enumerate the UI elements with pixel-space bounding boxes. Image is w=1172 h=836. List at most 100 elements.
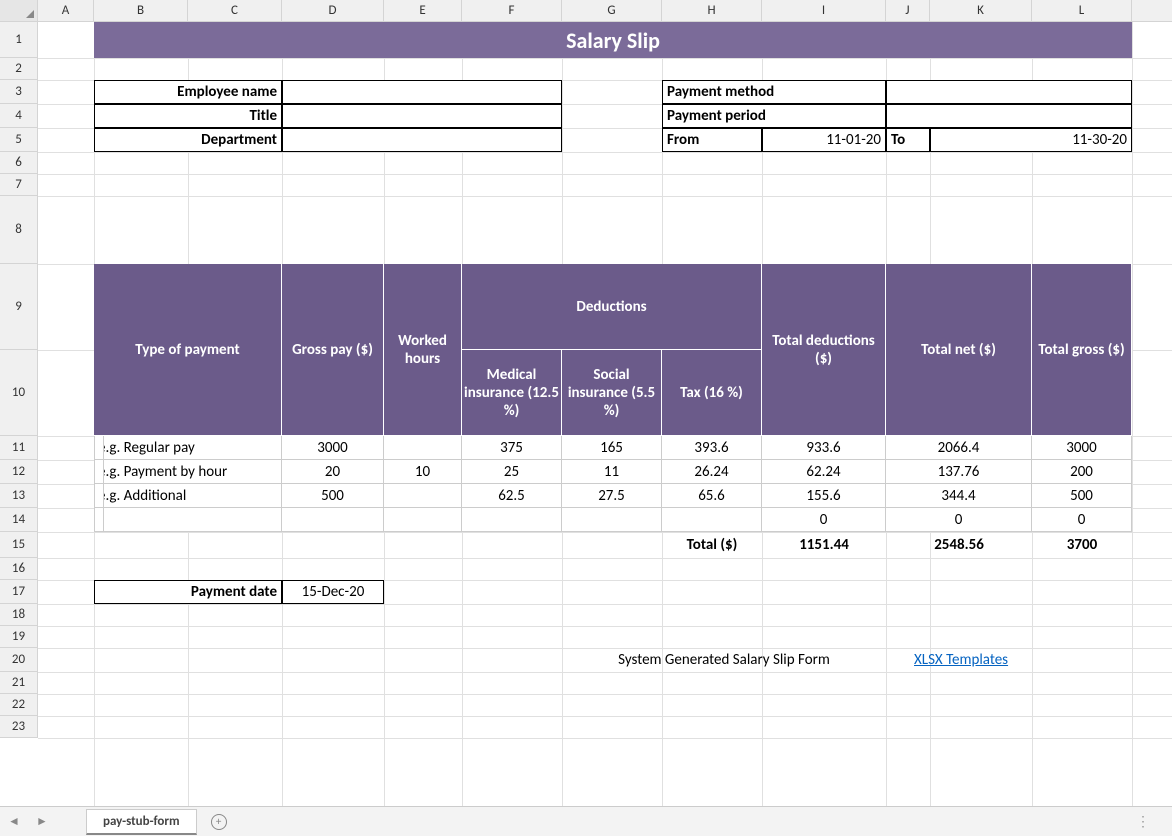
employee-department-label: Department [94,128,282,152]
column-header-B[interactable]: B [94,0,188,21]
cell-tax[interactable]: 26.24 [662,460,762,484]
cell-type[interactable]: e.g. Regular pay [94,436,282,460]
add-sheet-button[interactable]: + [205,808,233,836]
cell-tax[interactable]: 65.6 [662,484,762,508]
row-header-15[interactable]: 15 [0,532,38,558]
cell-total-gross[interactable]: 0 [1032,508,1132,532]
payment-date-label: Payment date [94,580,282,604]
column-header-E[interactable]: E [384,0,462,21]
row-header-14[interactable]: 14 [0,508,38,532]
tab-nav-next[interactable]: ► [28,808,56,836]
th-worked-hours: Worked hours [384,264,462,436]
row-header-18[interactable]: 18 [0,604,38,626]
to-date[interactable]: 11-30-20 [930,128,1132,152]
column-header-G[interactable]: G [562,0,662,21]
column-header-L[interactable]: L [1032,0,1132,21]
row-header-10[interactable]: 10 [0,350,38,436]
cell-social[interactable]: 11 [562,460,662,484]
column-header-K[interactable]: K [930,0,1032,21]
employee-title-field[interactable] [282,104,562,128]
cell-social[interactable] [562,508,662,532]
cell-total-deductions[interactable]: 62.24 [762,460,886,484]
cell-net[interactable]: 0 [886,508,1032,532]
cell-medical[interactable] [462,508,562,532]
row-header-5[interactable]: 5 [0,128,38,152]
total-gross: 3700 [1032,532,1132,558]
cell-total-deductions[interactable]: 155.6 [762,484,886,508]
select-all-corner[interactable] [0,0,38,21]
from-date[interactable]: 11-01-20 [762,128,886,152]
column-header-D[interactable]: D [282,0,384,21]
cell-medical[interactable]: 375 [462,436,562,460]
row-header-8[interactable]: 8 [0,196,38,264]
column-header-C[interactable]: C [188,0,282,21]
row-header-23[interactable]: 23 [0,716,38,738]
row-header-6[interactable]: 6 [0,152,38,174]
cell-gross[interactable]: 500 [282,484,384,508]
cell-medical[interactable]: 62.5 [462,484,562,508]
cell-gross[interactable] [282,508,384,532]
sheet-tab-active[interactable]: pay-stub-form [86,809,197,835]
payment-method-label: Payment method [662,80,886,104]
column-headers: ABCDEFGHIJKL [0,0,1172,22]
row-header-17[interactable]: 17 [0,580,38,604]
cell-tax[interactable] [662,508,762,532]
column-header-H[interactable]: H [662,0,762,21]
tab-nav-prev[interactable]: ◄ [0,808,28,836]
total-label: Total ($) [662,532,762,558]
row-header-22[interactable]: 22 [0,694,38,716]
employee-department-field[interactable] [282,128,562,152]
cell-medical[interactable]: 25 [462,460,562,484]
spreadsheet-grid[interactable]: Salary SlipEmployee nameTitleDepartmentP… [38,22,1172,806]
payment-method-field[interactable] [886,80,1132,104]
cell-net[interactable]: 2066.4 [886,436,1032,460]
cell-total-deductions[interactable]: 933.6 [762,436,886,460]
employee-name-field[interactable] [282,80,562,104]
from-label: From [662,128,762,152]
cell-total-gross[interactable]: 500 [1032,484,1132,508]
footer-link[interactable]: XLSX Templates [886,648,1132,672]
column-header-A[interactable]: A [38,0,94,21]
cell-gross[interactable]: 3000 [282,436,384,460]
cell-social[interactable]: 27.5 [562,484,662,508]
cell-hours[interactable] [384,484,462,508]
th-social: Social insurance (5.5 %) [562,350,662,436]
payment-date-value[interactable]: 15-Dec-20 [282,580,384,604]
cell-social[interactable]: 165 [562,436,662,460]
row-header-9[interactable]: 9 [0,264,38,350]
row-header-16[interactable]: 16 [0,558,38,580]
row-header-11[interactable]: 11 [0,436,38,460]
row-header-13[interactable]: 13 [0,484,38,508]
salary-slip-title: Salary Slip [94,22,1132,58]
cell-hours[interactable] [384,436,462,460]
cell-total-deductions[interactable]: 0 [762,508,886,532]
row-header-7[interactable]: 7 [0,174,38,196]
column-header-F[interactable]: F [462,0,562,21]
payment-period-field[interactable] [886,104,1132,128]
row-header-4[interactable]: 4 [0,104,38,128]
cell-tax[interactable]: 393.6 [662,436,762,460]
cell-type[interactable]: e.g. Additional [94,484,282,508]
row-header-20[interactable]: 20 [0,648,38,672]
row-header-19[interactable]: 19 [0,626,38,648]
cell-total-gross[interactable]: 3000 [1032,436,1132,460]
row-header-3[interactable]: 3 [0,80,38,104]
cell-net[interactable]: 344.4 [886,484,1032,508]
column-header-J[interactable]: J [886,0,930,21]
row-header-2[interactable]: 2 [0,58,38,80]
cell-type[interactable]: e.g. Payment by hour [94,460,282,484]
cell-hours[interactable] [384,508,462,532]
th-tax: Tax (16 %) [662,350,762,436]
cell-type[interactable] [94,508,282,532]
row-header-21[interactable]: 21 [0,672,38,694]
row-header-1[interactable]: 1 [0,22,38,58]
row-header-12[interactable]: 12 [0,460,38,484]
total-deductions: 1151.44 [762,532,886,558]
sheet-tabs-bar: ◄ ► pay-stub-form + ⋮ [0,806,1172,836]
cell-gross[interactable]: 20 [282,460,384,484]
cell-hours[interactable]: 10 [384,460,462,484]
th-deductions: Deductions [462,264,762,350]
cell-net[interactable]: 137.76 [886,460,1032,484]
column-header-I[interactable]: I [762,0,886,21]
cell-total-gross[interactable]: 200 [1032,460,1132,484]
